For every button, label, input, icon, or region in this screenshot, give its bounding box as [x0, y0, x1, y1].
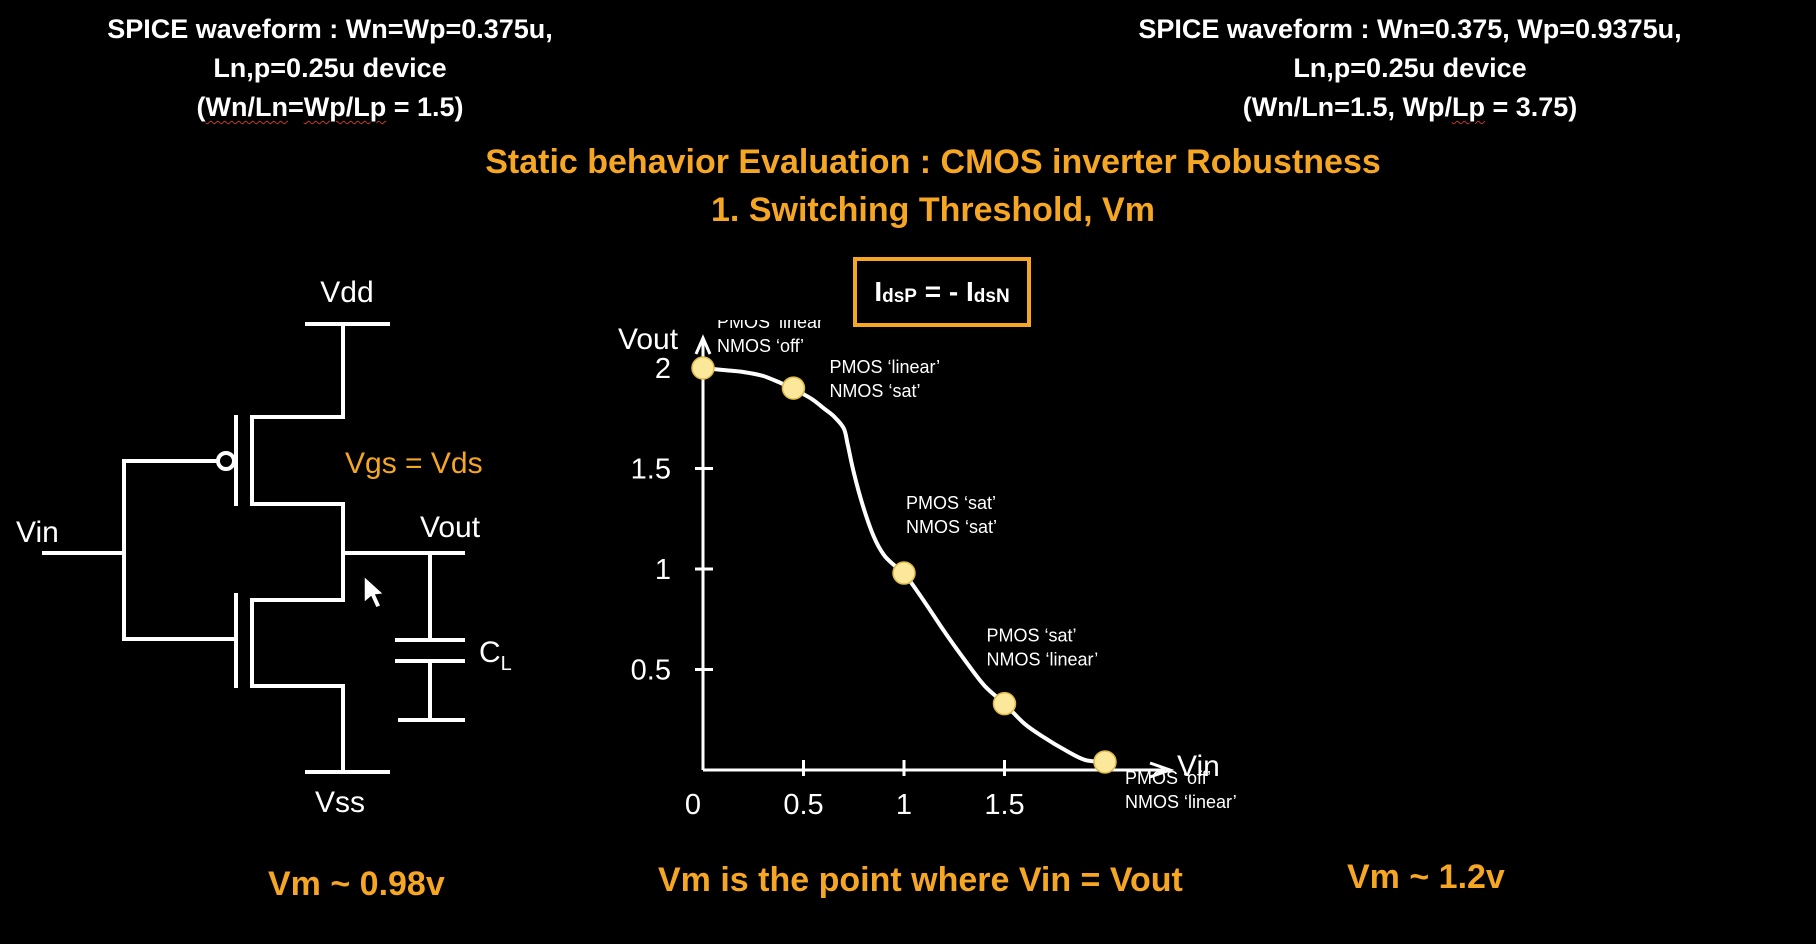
- mouse-cursor-icon: [363, 574, 386, 609]
- vtc-chart: Vout Vin 0 0.5 1 1.5 0.5 1 1.5 2 PMOS ‘linear’ N…: [618, 320, 1237, 821]
- circuit-wires: [42, 322, 465, 774]
- equation-sub-dsn: dsN: [973, 286, 1010, 307]
- region-point: [691, 356, 715, 380]
- x-axis-label: Vin: [1177, 750, 1220, 783]
- equation-i: I: [874, 276, 883, 307]
- region-point: [781, 376, 806, 400]
- header-left-line2: Ln,p=0.25u device: [213, 53, 447, 83]
- equation-sub-dsp: dsP: [882, 286, 917, 307]
- y-tick-label: 2: [655, 353, 671, 385]
- region-label-pmos: PMOS ‘linear’: [829, 357, 940, 377]
- region-label: PMOS ‘sat’ NMOS ‘linear’: [987, 626, 1099, 670]
- y-tick-label: 1: [655, 554, 671, 586]
- footer-definition: Vm is the point where Vin = Vout: [658, 861, 1183, 899]
- x-axis-arrow-icon: [1149, 761, 1175, 779]
- x-tick-label: 0: [685, 789, 701, 821]
- region-point: [1093, 750, 1117, 774]
- region-label-nmos: NMOS ‘linear’: [1125, 792, 1237, 812]
- y-tick-label: 0.5: [631, 655, 671, 687]
- region-point: [892, 561, 916, 585]
- header-left-equals: =: [287, 92, 304, 122]
- cl-label: CL: [479, 636, 512, 675]
- cl-subscript: L: [501, 653, 512, 675]
- title-line1: Static behavior Evaluation : CMOS invert…: [485, 143, 1381, 181]
- region-label: PMOS ‘off’ NMOS ‘linear’: [1125, 768, 1237, 812]
- header-right-lp: Lp: [1451, 92, 1485, 122]
- header-left-ratio-n: Wn/Ln: [205, 92, 288, 122]
- region-label-nmos: NMOS ‘linear’: [987, 650, 1099, 670]
- chart-points: PMOS ‘linear’ NMOS ‘off’ PMOS ‘linear’ NMOS…: [691, 320, 1237, 812]
- footer-vm-right: Vm ~ 1.2v: [1347, 858, 1505, 896]
- region-label-pmos: PMOS ‘linear’: [717, 320, 828, 332]
- chart-ticks: 0 0.5 1 1.5 0.5 1 1.5 2: [631, 353, 1025, 821]
- x-tick-label: 1.5: [984, 789, 1024, 821]
- header-left-value: = 1.5): [386, 92, 464, 122]
- equation-mid: = - I: [916, 276, 974, 307]
- region-label: PMOS ‘linear’ NMOS ‘sat’: [829, 357, 940, 401]
- region-label: PMOS ‘sat’ NMOS ‘sat’: [906, 493, 997, 537]
- slide-title: Static behavior Evaluation : CMOS invert…: [380, 138, 1486, 234]
- header-left-ratio-p: Wp/Lp: [303, 92, 387, 122]
- x-tick-label: 0.5: [783, 789, 823, 821]
- region-point: [992, 691, 1017, 716]
- header-right-pre: (Wn/Ln=1.5, Wp/: [1242, 92, 1452, 122]
- header-left-line3: (Wn/Ln=Wp/Lp = 1.5): [100, 88, 560, 127]
- vgs-vds-label: Vgs = Vds: [345, 447, 483, 480]
- region-label-pmos: PMOS ‘sat’: [987, 626, 1077, 646]
- vout-label: Vout: [420, 511, 481, 544]
- region-label-pmos: PMOS ‘off’: [1125, 768, 1211, 788]
- chart-axes: [701, 342, 1165, 772]
- y-axis-arrow-icon: [694, 334, 712, 355]
- vin-label: Vin: [16, 516, 59, 549]
- header-left-paren: (: [196, 92, 206, 122]
- region-label: PMOS ‘linear’ NMOS ‘off’: [717, 320, 828, 356]
- y-axis-label: Vout: [618, 323, 679, 356]
- vdd-label: Vdd: [320, 276, 373, 309]
- region-label-nmos: NMOS ‘sat’: [906, 517, 997, 537]
- y-tick-label: 1.5: [631, 454, 671, 486]
- header-right-post: = 3.75): [1484, 92, 1578, 122]
- x-tick-label: 1: [896, 789, 912, 821]
- vss-label: Vss: [315, 786, 365, 819]
- cmos-inverter-schematic: Vdd Vss Vin Vout CL Vgs = Vds: [16, 276, 512, 819]
- region-label-pmos: PMOS ‘sat’: [906, 493, 996, 513]
- header-right-line3: (Wn/Ln=1.5, Wp/Lp = 3.75): [1105, 88, 1715, 127]
- cl-main: C: [479, 636, 501, 669]
- title-line2: 1. Switching Threshold, Vm: [711, 191, 1155, 229]
- header-right: SPICE waveform : Wn=0.375, Wp=0.9375u, L…: [1105, 10, 1715, 127]
- header-left-line1: SPICE waveform : Wn=Wp=0.375u,: [107, 14, 553, 44]
- header-right-line2: Ln,p=0.25u device: [1293, 53, 1527, 83]
- pmos-gate-bubble: [216, 451, 236, 471]
- header-right-line1: SPICE waveform : Wn=0.375, Wp=0.9375u,: [1138, 14, 1682, 44]
- header-left: SPICE waveform : Wn=Wp=0.375u, Ln,p=0.25…: [100, 10, 560, 127]
- region-label-nmos: NMOS ‘sat’: [829, 381, 920, 401]
- footer-vm-left: Vm ~ 0.98v: [268, 865, 445, 903]
- region-label-nmos: NMOS ‘off’: [717, 336, 804, 356]
